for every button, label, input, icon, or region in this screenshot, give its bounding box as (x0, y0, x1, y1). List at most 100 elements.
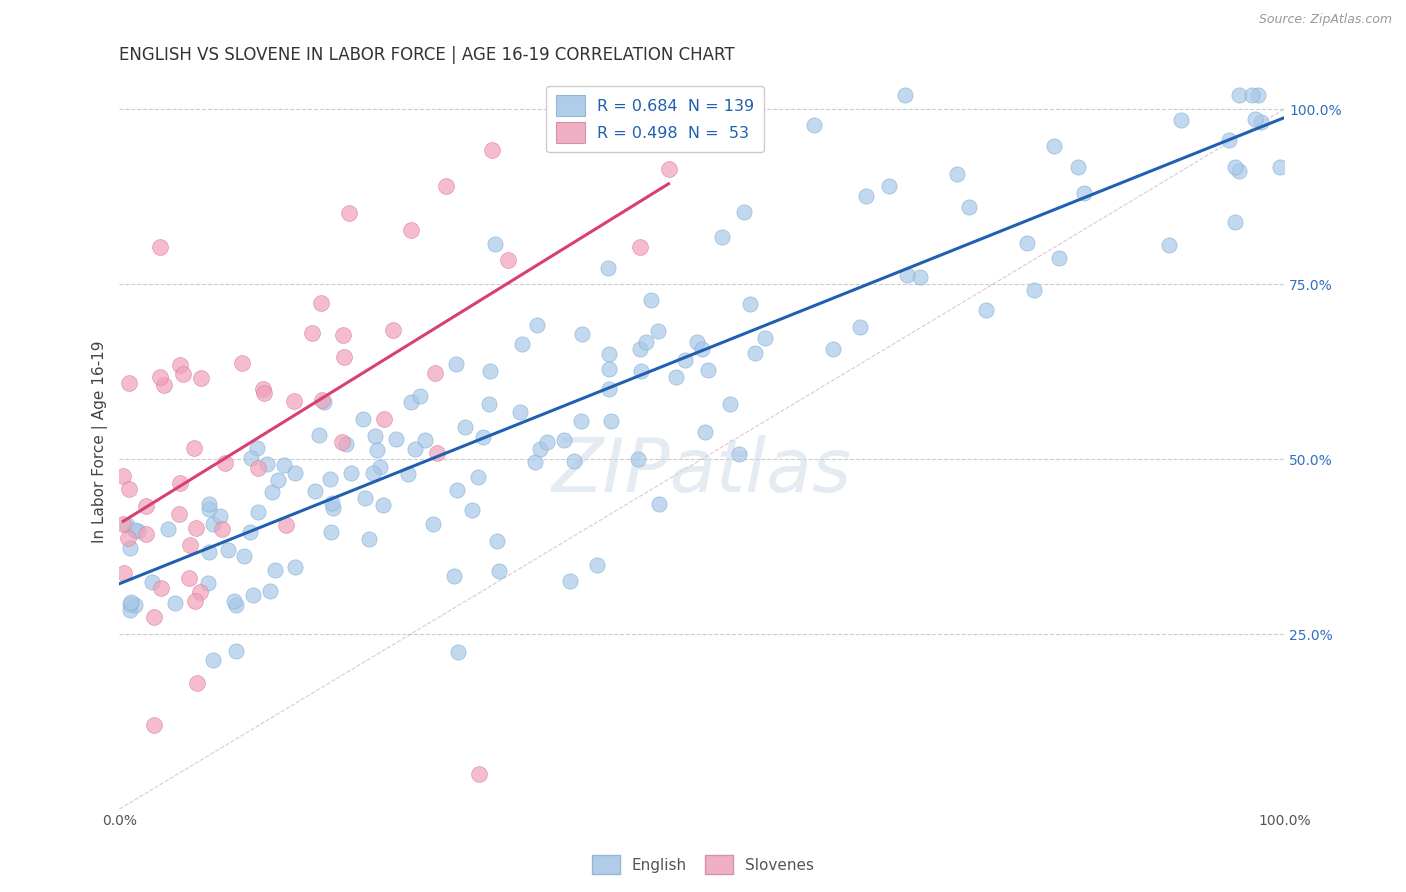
Point (877, 178, 900, 193)
Point (695, 425, 717, 439)
Point (214, 456, 236, 470)
Point (1227, 88, 1250, 103)
Point (1015, 236, 1038, 251)
Point (149, 581, 172, 595)
Point (627, 452, 650, 467)
Point (141, 574, 163, 589)
Point (124, 599, 146, 613)
Point (1022, 283, 1045, 297)
Point (733, 205, 755, 219)
Point (167, 507, 190, 521)
Point (260, 484, 283, 499)
Text: ENGLISH VS SLOVENE IN LABOR FORCE | AGE 16-19 CORRELATION CHART: ENGLISH VS SLOVENE IN LABOR FORCE | AGE … (120, 46, 735, 64)
Point (184, 521, 207, 535)
Point (488, 564, 510, 578)
Point (373, 412, 395, 426)
Point (409, 389, 432, 403)
Point (443, 569, 465, 583)
Point (198, 497, 221, 511)
Point (231, 356, 253, 370)
Point (686, 335, 709, 350)
Point (169, 475, 191, 490)
Point (311, 296, 333, 310)
Point (1159, 238, 1181, 252)
Point (598, 260, 620, 275)
Point (422, 516, 444, 531)
Point (120, 595, 142, 609)
Point (153, 377, 176, 392)
Point (454, 419, 477, 434)
Point (478, 397, 501, 411)
Point (112, 566, 135, 580)
Point (143, 609, 166, 624)
Point (468, 767, 491, 781)
Point (524, 455, 547, 469)
Point (471, 430, 494, 444)
Point (1247, 88, 1270, 103)
Point (112, 469, 135, 483)
Text: ZIPatlas: ZIPatlas (551, 435, 852, 507)
Point (585, 558, 607, 572)
Point (526, 318, 548, 333)
Point (425, 367, 447, 381)
Point (186, 676, 208, 690)
Point (202, 517, 225, 532)
Point (156, 522, 179, 536)
Point (337, 206, 360, 220)
Point (569, 413, 592, 427)
Point (574, 102, 596, 116)
Point (536, 435, 558, 450)
Point (253, 386, 276, 401)
Point (385, 432, 408, 446)
Point (740, 297, 762, 311)
Point (598, 382, 620, 396)
Point (461, 503, 484, 517)
Point (198, 501, 221, 516)
Point (163, 596, 186, 610)
Point (399, 394, 422, 409)
Point (744, 346, 766, 360)
Point (117, 531, 139, 545)
Point (728, 447, 751, 461)
Point (322, 500, 344, 515)
Point (259, 583, 281, 598)
Point (312, 395, 335, 409)
Point (197, 576, 219, 591)
Point (112, 516, 135, 531)
Point (190, 370, 212, 384)
Point (710, 230, 733, 244)
Point (354, 491, 377, 506)
Point (263, 563, 285, 577)
Point (1073, 186, 1095, 200)
Point (1250, 114, 1272, 128)
Point (120, 541, 142, 555)
Point (1218, 133, 1240, 147)
Point (179, 538, 201, 552)
Point (957, 200, 980, 214)
Point (481, 143, 503, 157)
Point (894, 88, 917, 103)
Point (598, 346, 620, 360)
Point (246, 441, 269, 455)
Point (849, 320, 872, 334)
Point (308, 428, 330, 442)
Point (352, 412, 374, 426)
Point (444, 357, 467, 371)
Point (896, 268, 918, 283)
Point (1223, 160, 1246, 174)
Point (368, 460, 391, 475)
Point (558, 574, 581, 589)
Point (217, 543, 239, 558)
Point (233, 549, 256, 563)
Point (647, 324, 669, 338)
Legend: R = 0.684  N = 139, R = 0.498  N =  53: R = 0.684 N = 139, R = 0.498 N = 53 (547, 86, 765, 153)
Legend: English, Slovenes: English, Slovenes (586, 849, 820, 880)
Point (467, 470, 489, 484)
Point (124, 523, 146, 537)
Point (630, 364, 652, 378)
Point (172, 367, 194, 381)
Point (1268, 160, 1291, 174)
Point (252, 382, 274, 396)
Point (486, 534, 509, 549)
Point (149, 370, 172, 384)
